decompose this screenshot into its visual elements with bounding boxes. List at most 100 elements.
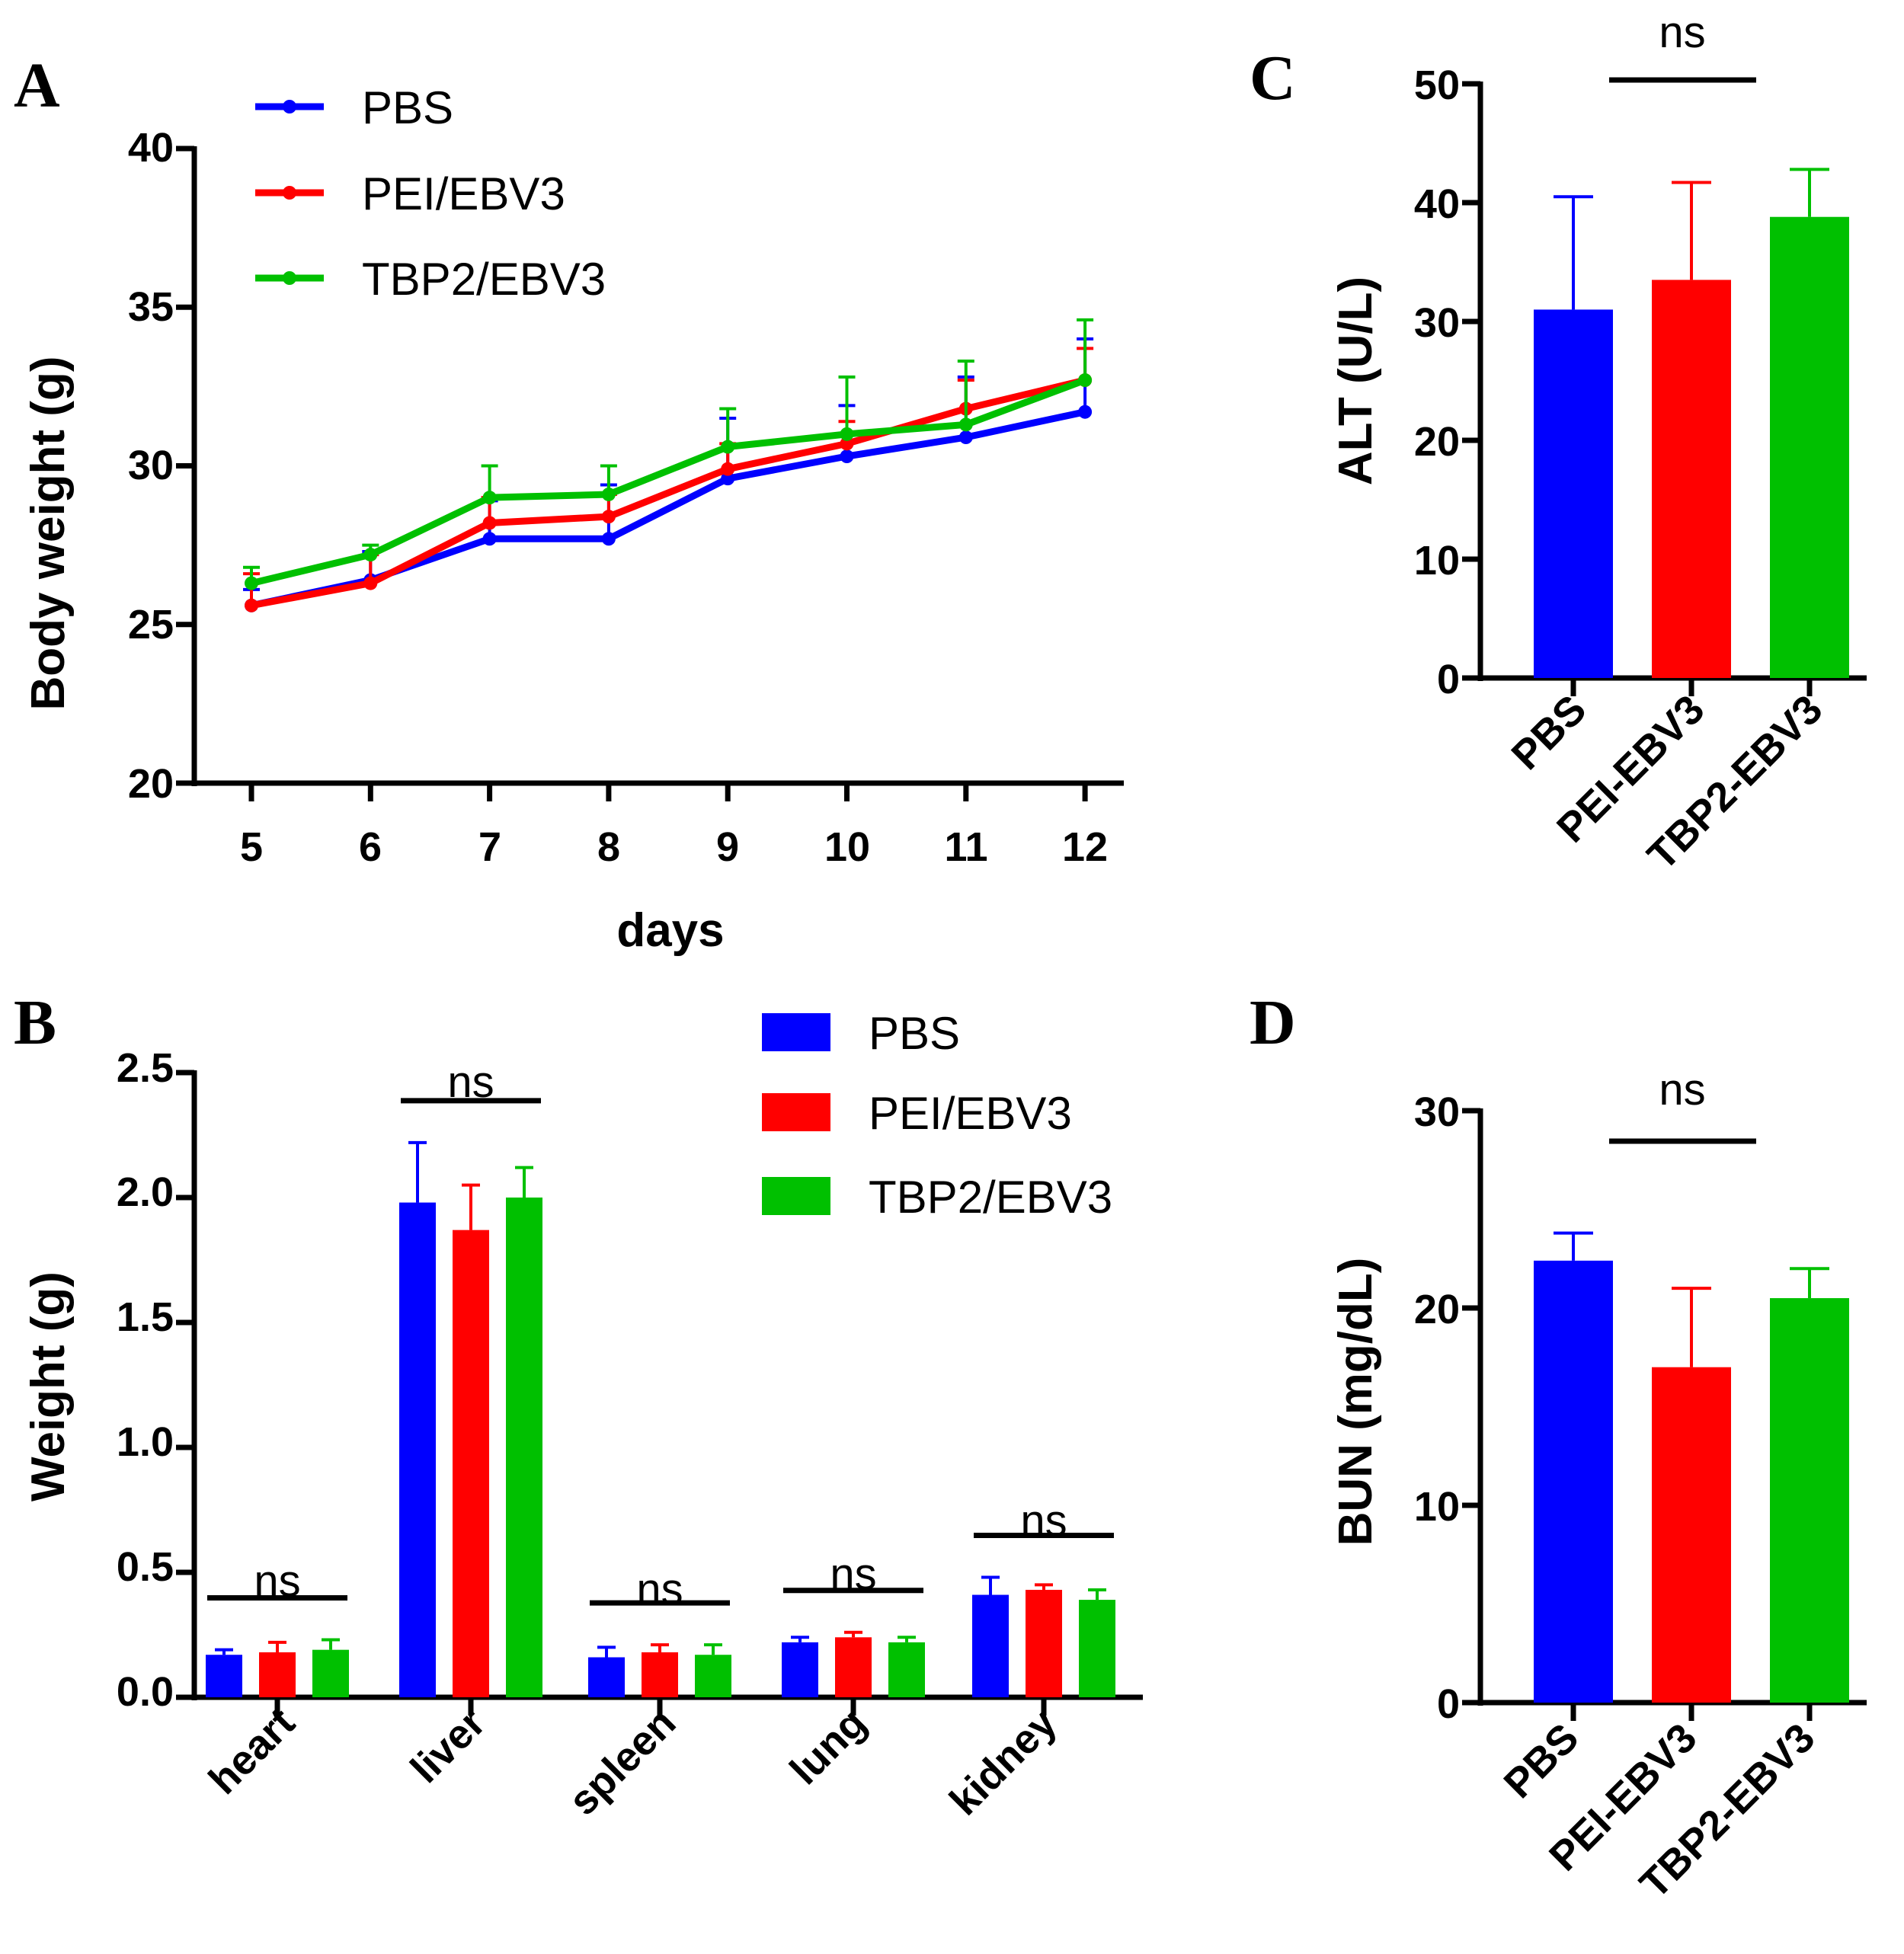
a-x-tick-label: 11 (944, 824, 987, 870)
data-point-tbp2-ebv3 (1078, 373, 1093, 388)
legend-marker-pei (283, 186, 296, 200)
d-y-tick-label: 30 (1414, 1089, 1460, 1135)
panel-b: B Weight (g) 0.0 0.5 1.0 1.5 2.0 2.5 hea… (14, 987, 1143, 1824)
b-ns-label: ns (1020, 1496, 1067, 1546)
data-point-tbp2-ebv3 (363, 548, 378, 562)
data-point-tbp2-ebv3 (958, 417, 973, 432)
data-point-tbp2-ebv3 (840, 427, 854, 441)
a-y-tick-label: 20 (128, 761, 174, 807)
a-y-tick-label: 40 (128, 125, 174, 171)
legend-swatch-tbp2 (762, 1177, 830, 1215)
b-y-tick-label: 0.0 (117, 1669, 174, 1715)
b-y-axis-label: Weight (g) (22, 1271, 75, 1501)
data-point-pbs (721, 472, 735, 486)
data-point-pbs (1078, 405, 1093, 419)
c-y-tick-label: 50 (1414, 62, 1460, 108)
legend-label-pbs: PBS (869, 1008, 960, 1059)
b-y-tick-label: 2.0 (117, 1169, 174, 1215)
data-point-tbp2-ebv3 (601, 487, 616, 501)
panel-a: A Body weight (g) days 20 25 30 35 40 5 … (14, 50, 1124, 957)
data-point-tbp2-ebv3 (245, 576, 258, 590)
b-y-tick-label: 1.0 (117, 1419, 174, 1465)
data-point-pei-ebv3 (245, 598, 258, 612)
bar-pei-ebv3 (1652, 1367, 1731, 1703)
d-y-tick-label: 10 (1414, 1484, 1460, 1530)
bar-tbp2-ebv3 (1770, 216, 1849, 679)
d-y-tick-label: 20 (1414, 1287, 1460, 1332)
data-point-pei-ebv3 (601, 510, 616, 524)
panel-label-a: A (14, 50, 60, 121)
a-x-tick-label: 5 (240, 824, 263, 870)
legend-swatch-pei (762, 1093, 830, 1131)
c-x-tick-label: PBS (1503, 686, 1595, 779)
bar-tbp2-ebv3-liver (506, 1198, 542, 1697)
bar-pei-ebv3-liver (453, 1230, 489, 1697)
a-x-tick-label: 9 (716, 824, 739, 870)
bar-pbs-heart (206, 1655, 242, 1697)
panel-c: C ALT (U/L) 0 10 20 30 40 50 PBS PEI-EBV… (1250, 8, 1867, 879)
b-ns-label: ns (636, 1565, 683, 1614)
data-point-pei-ebv3 (363, 576, 378, 590)
d-y-axis-label: BUN (mg/dL) (1330, 1258, 1382, 1546)
bar-pei-ebv3-heart (259, 1652, 296, 1697)
a-y-axis-label: Body weight (g) (22, 357, 75, 711)
data-point-pbs (840, 449, 854, 464)
a-y-tick-label: 25 (128, 602, 174, 648)
c-y-tick-label: 30 (1414, 300, 1460, 346)
b-plot-area (176, 1070, 1143, 1716)
bar-pei-ebv3-kidney (1026, 1589, 1062, 1697)
b-y-tick-label: 2.5 (117, 1045, 174, 1091)
bar-pbs-liver (399, 1202, 436, 1697)
data-point-pbs (958, 430, 973, 445)
d-y-tick-label: 0 (1437, 1681, 1460, 1727)
c-plot-area (1462, 81, 1867, 696)
series-line-tbp2-ebv3 (250, 376, 1086, 587)
bar-tbp2-ebv3-spleen (695, 1655, 731, 1697)
bar-tbp2-ebv3-kidney (1079, 1600, 1115, 1697)
a-y-tick-label: 35 (128, 284, 174, 330)
b-y-tick-label: 0.5 (117, 1544, 174, 1590)
panel-d: D BUN (mg/dL) 0 10 20 30 PBS PEI-EBV3 TB… (1250, 987, 1867, 1908)
data-point-pei-ebv3 (840, 437, 854, 451)
b-y-tick-label: 1.5 (117, 1294, 174, 1340)
bar-pbs-kidney (972, 1594, 1009, 1697)
legend-marker-tbp2 (283, 271, 296, 285)
a-plot-area (176, 146, 1124, 801)
a-x-tick-label: 10 (824, 824, 870, 870)
c-y-tick-label: 10 (1414, 538, 1460, 584)
legend-label-tbp2: TBP2/EBV3 (362, 254, 606, 305)
bar-pei-ebv3-spleen (642, 1652, 678, 1697)
bar-tbp2-ebv3-heart (312, 1649, 349, 1697)
legend-label-pei: PEI/EBV3 (362, 168, 565, 219)
bar-pbs (1534, 309, 1613, 678)
b-legend: PBS PEI/EBV3 TBP2/EBV3 (762, 1008, 1112, 1223)
b-x-tick-label: heart (200, 1700, 304, 1803)
legend-marker-pbs (283, 100, 296, 114)
bar-pbs-lung (782, 1642, 818, 1697)
bar-tbp2-ebv3 (1770, 1298, 1849, 1703)
b-x-tick-label: kidney (941, 1700, 1065, 1824)
a-x-tick-label: 6 (359, 824, 382, 870)
panel-label-d: D (1250, 987, 1296, 1058)
b-x-tick-label: spleen (560, 1700, 684, 1824)
d-plot-area (1462, 1108, 1867, 1721)
c-y-axis-label: ALT (U/L) (1330, 277, 1382, 485)
d-x-tick-label: PBS (1496, 1715, 1588, 1807)
a-x-tick-label: 8 (597, 824, 620, 870)
a-x-tick-label: 12 (1062, 824, 1108, 870)
bar-pbs-spleen (588, 1657, 625, 1697)
a-legend: PBS PEI/EBV3 TBP2/EBV3 (255, 82, 606, 305)
bar-pbs (1534, 1260, 1613, 1703)
data-point-tbp2-ebv3 (482, 491, 497, 505)
c-y-tick-label: 40 (1414, 181, 1460, 227)
a-x-axis-label: days (616, 904, 724, 957)
bar-pei-ebv3 (1652, 280, 1731, 678)
b-x-tick-label: liver (402, 1700, 494, 1792)
legend-label-tbp2: TBP2/EBV3 (869, 1172, 1112, 1223)
series-line-pei-ebv3 (251, 376, 1086, 609)
data-point-tbp2-ebv3 (721, 440, 735, 454)
panel-label-b: B (14, 987, 56, 1058)
b-x-tick-label: lung (781, 1700, 875, 1793)
legend-label-pbs: PBS (362, 82, 453, 133)
